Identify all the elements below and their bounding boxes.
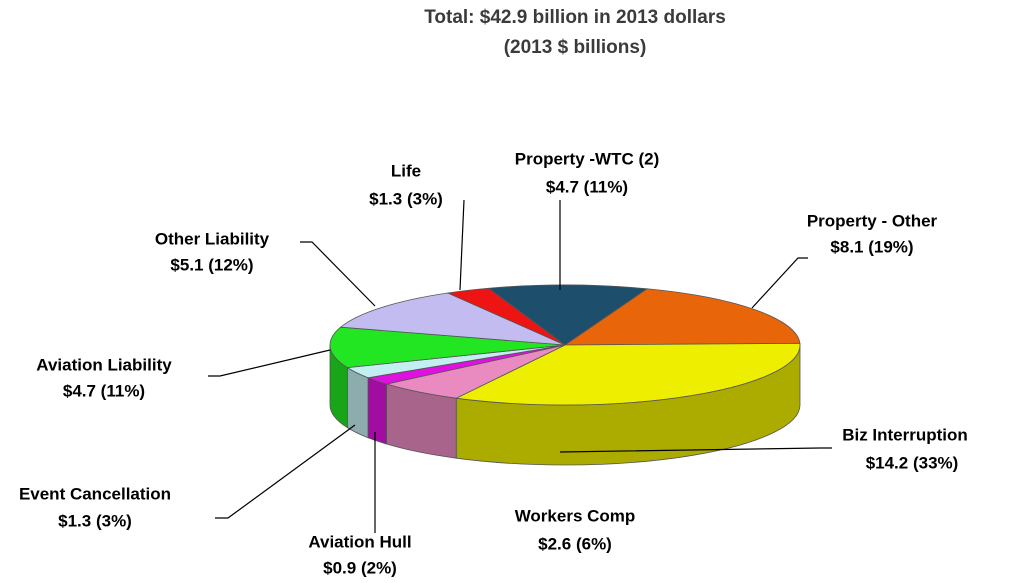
slice-label: Workers Comp (515, 506, 636, 525)
slice-value-label: $5.1 (12%) (170, 255, 253, 274)
slice-label: Aviation Hull (308, 532, 411, 551)
pie-slice (446, 287, 566, 346)
pie-slice-side (367, 377, 387, 445)
slice-label: Property - Other (807, 211, 938, 230)
leader-line (459, 199, 465, 291)
pie-slice (339, 292, 566, 346)
slice-value-label: $0.9 (2%) (323, 558, 397, 577)
chart-title: Total: $42.9 billion in 2013 dollars (424, 7, 726, 28)
leader-line (751, 257, 808, 309)
leader-line (559, 447, 832, 453)
leader-line (215, 424, 356, 519)
slice-label: Other Liability (155, 229, 270, 248)
pie-slice (563, 288, 801, 346)
slice-label: Event Cancellation (19, 484, 171, 503)
slice-value-label: $4.7 (11%) (546, 177, 628, 196)
slice-value-label: $14.2 (33%) (866, 453, 959, 472)
pie-slice (454, 342, 801, 406)
leader-line (208, 349, 331, 377)
slice-value-label: $4.7 (11%) (63, 381, 145, 400)
pie-slice (487, 284, 649, 346)
slice-value-label: $2.6 (6%) (538, 534, 612, 553)
slice-value-label: $8.1 (19%) (830, 237, 913, 256)
slice-value-label: $1.3 (3%) (58, 511, 132, 530)
slice-label: Aviation Liability (36, 355, 172, 374)
leader-line (300, 241, 376, 307)
pie-slice-side (346, 366, 369, 439)
slice-label: Life (391, 161, 421, 180)
pie-slice (329, 326, 566, 369)
chart-subtitle: (2013 $ billions) (504, 37, 647, 58)
slice-label: Property -WTC (2) (515, 149, 660, 168)
slice-value-label: $1.3 (3%) (369, 189, 443, 208)
slice-label: Biz Interruption (842, 425, 968, 444)
